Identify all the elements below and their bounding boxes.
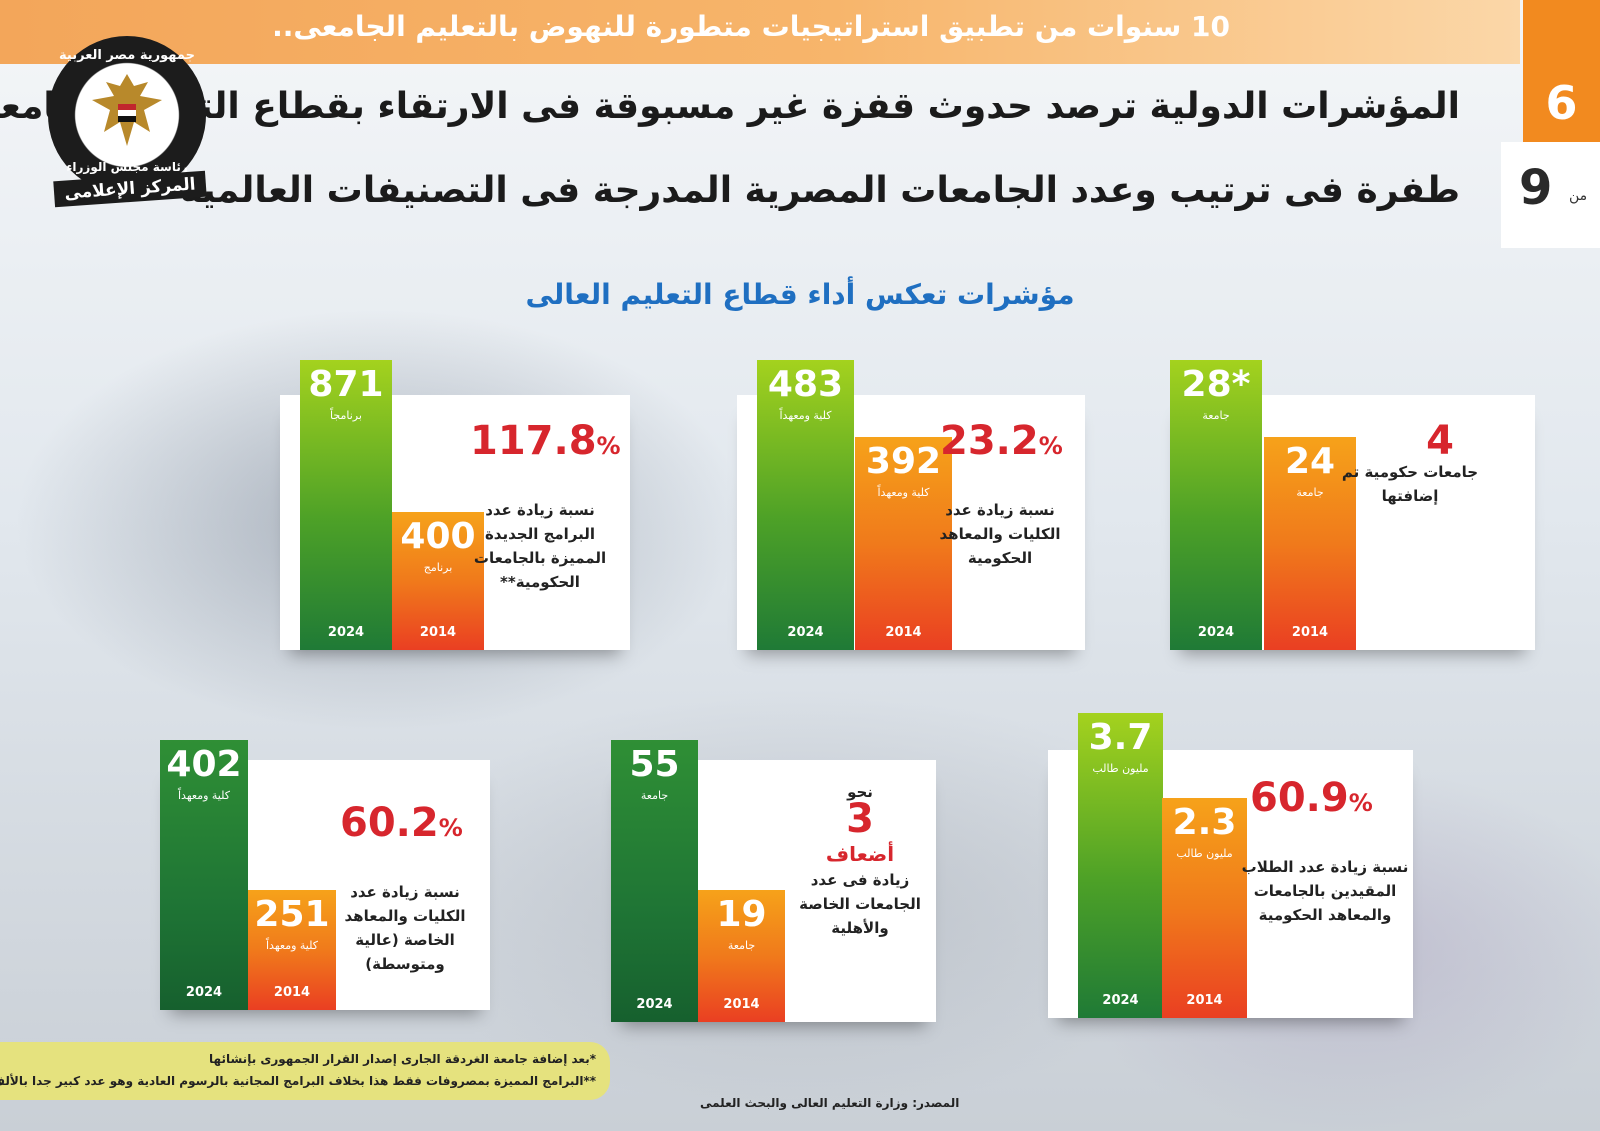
percent-label: 60.9% [1250,775,1373,821]
page-current: 6 [1523,0,1600,142]
bar-value-label: 19 [716,894,767,935]
bar-unit-label: جامعة [1296,486,1324,499]
bar-2014: 251 كلية ومعهداً 2014 [248,890,336,1010]
bar-2014: 400 برنامج 2014 [392,512,484,650]
bar-value-label: 871 [308,364,384,405]
bar-year-label: 2024 [787,625,824,640]
indicator-description: نسبة زيادة عدد الطلاب المقيدين بالجامعات… [1241,858,1409,924]
bar-year-label: 2014 [1186,993,1223,1008]
bar-value-label: 3.7 [1088,717,1153,758]
footnotes-box: *بعد إضافة جامعة الغردقة الجارى إصدار ال… [0,1042,610,1100]
bar-unit-label: مليون طالب [1092,762,1149,775]
percent-label: 23.2% [940,418,1063,464]
bar-value-label: 28* [1181,364,1251,405]
bar-unit-label: كلية ومعهداً [877,486,930,499]
media-center-logo: جمهورية مصر العربية رئاسة مجلس الوزراء [48,36,206,194]
percent-value: 60.9 [1250,775,1349,821]
bar-value-label: 392 [865,441,942,482]
bar-year-label: 2024 [327,625,365,640]
percent-label: 60.2% [340,800,463,846]
eagle-emblem-icon [92,74,162,146]
indicator-description: جامعات حكومية تم إضافتها [1341,463,1479,505]
bar-year-label: 2014 [419,625,457,640]
bar-2014: 19 جامعة 2014 [698,890,785,1022]
bar-unit-label: جامعة [727,939,756,952]
percent-value: 23.2 [940,418,1039,464]
source-text: المصدر: وزارة التعليم العالى والبحث العل… [700,1096,960,1110]
bar-value-label: 24 [1284,441,1336,482]
bar-2024: 483 كلية ومعهداً 2024 [757,360,854,650]
logo-top-text: جمهورية مصر العربية [59,48,195,63]
section-subtitle: مؤشرات تعكس أداء قطاع التعليم العالى [525,278,1075,311]
highlight-word: أضعاف [825,842,895,866]
indicator-description: نسبة زيادة عدد الكليات والمعاهد الحكومية [939,501,1061,567]
bar-unit-label: كلية ومعهداً [177,789,230,802]
percent-sign: % [438,814,463,842]
bar-value-label: 55 [629,744,680,785]
indicator-description: نسبة زيادة عدد الكليات والمعاهد الخاصة (… [344,883,466,973]
page-indicator: 6 9 من [1501,0,1600,248]
bar-year-label: 2024 [1197,625,1235,640]
bar-year-label: 2014 [723,997,760,1012]
bar-unit-label: برنامج [423,561,453,574]
bar-unit-label: كلية ومعهداً [779,409,832,422]
top-banner: 10 سنوات من تطبيق استراتيجيات متطورة للن… [0,0,1520,64]
percent-sign: % [596,432,621,460]
banner-text: 10 سنوات من تطبيق استراتيجيات متطورة للن… [272,10,1230,43]
bar-year-label: 2024 [1102,993,1139,1008]
bar-2024: 871 برنامجاً 2024 [300,360,392,650]
bar-unit-label: مليون طالب [1176,847,1233,860]
percent-sign: % [1038,432,1063,460]
footnote-1: *بعد إضافة جامعة الغردقة الجارى إصدار ال… [209,1052,596,1066]
bar-2024: 3.7 مليون طالب 2024 [1078,713,1163,1018]
footnote-2: **البرامج المميزة بمصروفات فقط هذا بخلاف… [0,1074,596,1088]
bar-year-label: 2024 [636,997,673,1012]
bar-2024: 28* جامعة 2024 [1170,360,1262,650]
bar-value-label: 483 [767,364,844,405]
bar-unit-label: جامعة [640,789,669,802]
bar-unit-label: كلية ومعهداً [265,939,318,952]
bar-value-label: 400 [400,516,476,557]
page-total: 9 [1519,160,1553,216]
bar-2014: 2.3 مليون طالب 2014 [1162,798,1247,1018]
highlight-number: 4 [1426,418,1454,464]
bar-2014: 392 كلية ومعهداً 2014 [855,437,952,650]
percent-label: 117.8% [470,418,621,464]
bar-year-label: 2024 [185,985,223,1000]
bar-2024: 402 كلية ومعهداً 2024 [160,740,248,1010]
indicator-description: زيادة فى عدد الجامعات الخاصة والأهلية [799,871,921,937]
indicator-description: نسبة زيادة عدد البرامج الجديدة المميزة ب… [473,501,607,591]
bar-2014: 24 جامعة 2014 [1264,437,1356,650]
bar-year-label: 2014 [1291,625,1329,640]
headline-line-1: المؤشرات الدولية ترصد حدوث قفزة غير مسبو… [0,86,1460,127]
bar-value-label: 251 [254,894,330,935]
percent-sign: % [1348,789,1373,817]
bar-unit-label: جامعة [1202,409,1230,422]
prefix-label: نحو [847,783,873,801]
percent-value: 117.8 [470,418,597,464]
bar-value-label: 402 [166,744,242,785]
percent-value: 60.2 [340,800,439,846]
bar-2024: 55 جامعة 2024 [611,740,698,1022]
page-total-box: 9 من [1501,142,1600,248]
bar-unit-label: برنامجاً [330,409,362,422]
bar-year-label: 2014 [273,985,311,1000]
highlight-number: 3 [846,796,874,842]
bar-value-label: 2.3 [1172,802,1237,843]
page-of-label: من [1569,188,1588,204]
bar-year-label: 2014 [885,625,922,640]
headline-line-2: طفرة فى ترتيب وعدد الجامعات المصرية المد… [180,170,1460,211]
logo-middle-text: رئاسة مجلس الوزراء [66,160,188,174]
